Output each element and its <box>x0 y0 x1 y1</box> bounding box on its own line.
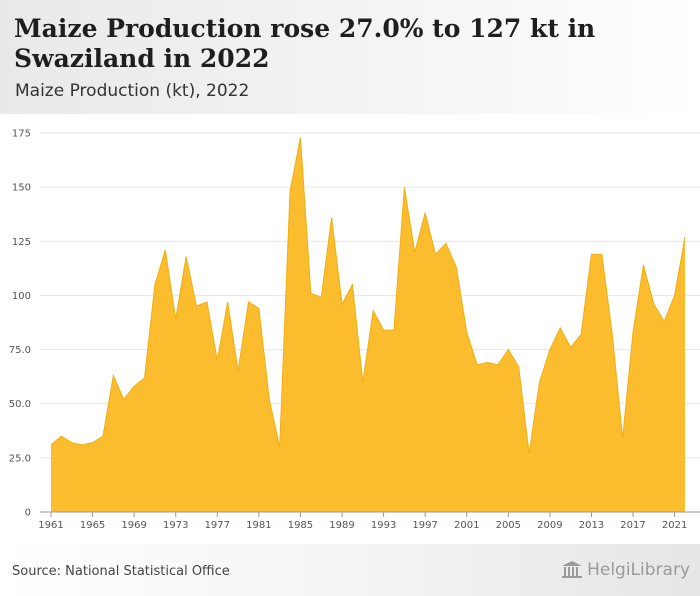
x-tick-label: 2001 <box>454 520 479 531</box>
data-point <box>143 376 147 380</box>
data-point <box>350 283 354 287</box>
data-point <box>662 319 666 323</box>
data-point <box>163 248 167 252</box>
data-point <box>475 363 479 367</box>
data-point <box>610 332 614 336</box>
data-point <box>673 293 677 297</box>
x-tick-label: 1989 <box>329 520 354 531</box>
data-point <box>132 384 136 388</box>
data-point <box>80 443 84 447</box>
data-point <box>205 300 209 304</box>
data-point <box>641 263 645 267</box>
brand-name: HelgiLibrary <box>587 560 690 580</box>
chart-title: Maize Production rose 27.0% to 127 kt in… <box>14 14 596 73</box>
y-tick-label: 150 <box>12 183 31 194</box>
data-point <box>631 330 635 334</box>
x-tick-label: 1985 <box>288 520 313 531</box>
data-point <box>184 254 188 258</box>
y-tick-label: 125 <box>12 237 31 248</box>
y-tick-label: 50.0 <box>9 399 31 410</box>
data-point <box>371 309 375 313</box>
data-point <box>215 358 219 362</box>
data-point <box>319 296 323 300</box>
data-point <box>309 291 313 295</box>
data-point <box>361 380 365 384</box>
data-point <box>122 397 126 401</box>
data-point <box>486 361 490 365</box>
data-point <box>423 211 427 215</box>
data-point <box>652 302 656 306</box>
y-tick-label: 0 <box>25 508 31 519</box>
data-point <box>340 302 344 306</box>
x-tick-label: 2017 <box>620 520 645 531</box>
header: Maize Production rose 27.0% to 127 kt in… <box>0 0 700 114</box>
data-point <box>392 328 396 332</box>
x-tick-label: 1997 <box>412 520 437 531</box>
series-line <box>50 137 686 454</box>
x-tick-label: 1993 <box>371 520 396 531</box>
data-point <box>465 330 469 334</box>
data-point <box>257 306 261 310</box>
data-point <box>153 283 157 287</box>
chart-subtitle: Maize Production (kt), 2022 <box>15 81 250 101</box>
data-point <box>569 345 573 349</box>
data-point <box>558 326 562 330</box>
data-point <box>527 452 531 456</box>
chart-area: 0 25.0 50.0 75.0 100 125 150 175 1961 1965 1969 197… <box>0 114 700 544</box>
y-tick-label: 75.0 <box>9 345 31 356</box>
data-point <box>49 443 53 447</box>
data-point <box>434 252 438 256</box>
series-area <box>51 137 685 512</box>
data-point <box>402 185 406 189</box>
data-point <box>91 441 95 445</box>
x-tick-label: 1977 <box>205 520 230 531</box>
x-tick-label: 1969 <box>121 520 146 531</box>
footer: Source: National Statistical Office Helg… <box>0 544 700 596</box>
data-point <box>267 397 271 401</box>
data-point <box>413 250 417 254</box>
data-point <box>278 445 282 449</box>
data-point <box>174 317 178 321</box>
x-tick-label: 1973 <box>163 520 188 531</box>
x-tick-label: 2013 <box>579 520 604 531</box>
x-tick-label: 1961 <box>38 520 63 531</box>
y-tick-label: 100 <box>12 291 31 302</box>
y-tick-label: 25.0 <box>9 453 31 464</box>
data-point <box>621 436 625 440</box>
library-building-icon <box>562 561 583 578</box>
brand-logo[interactable]: HelgiLibrary <box>561 560 690 580</box>
data-point <box>236 369 240 373</box>
data-point <box>330 215 334 219</box>
data-point <box>537 380 541 384</box>
data-point <box>59 434 63 438</box>
data-point <box>683 235 687 239</box>
data-point <box>70 441 74 445</box>
source-note: Source: National Statistical Office <box>12 564 230 579</box>
data-point <box>226 300 230 304</box>
area-chart: 0 25.0 50.0 75.0 100 125 150 175 1961 1965 1969 197… <box>9 129 700 531</box>
data-point <box>298 135 302 139</box>
data-point <box>195 304 199 308</box>
data-point <box>382 328 386 332</box>
data-point <box>444 241 448 245</box>
data-point <box>246 300 250 304</box>
data-point <box>548 348 552 352</box>
data-point <box>101 434 105 438</box>
data-point <box>506 348 510 352</box>
data-point <box>111 374 115 378</box>
x-tick-label: 1981 <box>246 520 271 531</box>
y-tick-label: 175 <box>12 129 31 140</box>
x-tick-label: 2005 <box>496 520 521 531</box>
data-point <box>517 365 521 369</box>
x-tick-label: 1965 <box>80 520 105 531</box>
data-point <box>288 189 292 193</box>
data-point <box>589 252 593 256</box>
x-tick-label: 2021 <box>662 520 687 531</box>
data-point <box>454 265 458 269</box>
data-point <box>600 252 604 256</box>
x-tick-label: 2009 <box>537 520 562 531</box>
data-point <box>579 332 583 336</box>
data-point <box>496 363 500 367</box>
